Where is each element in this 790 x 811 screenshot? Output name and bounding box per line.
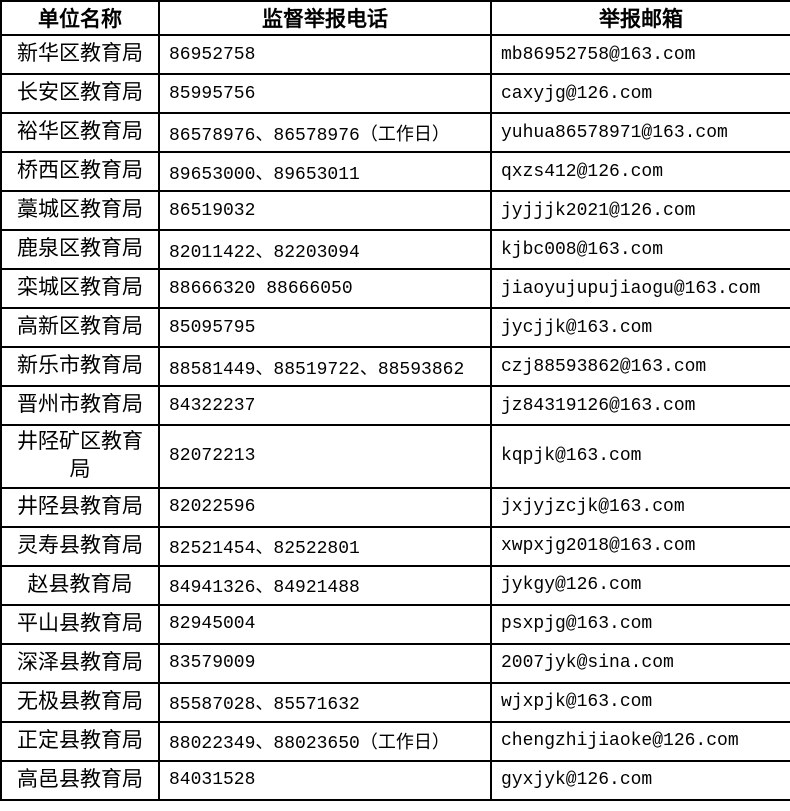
unit-name-cell: 灵寿县教育局 (0, 525, 160, 567)
table-row: 高邑县教育局 84031528 gyxjyk@126.com (0, 759, 790, 801)
phone-cell: 83579009 (158, 642, 492, 684)
table-row: 井陉县教育局 82022596 jxjyjzcjk@163.com (0, 486, 790, 528)
email-cell: psxpjg@163.com (490, 603, 790, 645)
phone-cell: 85995756 (158, 73, 492, 114)
column-header-unit: 单位名称 (0, 0, 160, 36)
email-cell: jycjjk@163.com (490, 307, 790, 348)
email-cell: caxyjg@126.com (490, 73, 790, 114)
phone-cell: 85587028、85571632 (158, 681, 492, 723)
table-row: 裕华区教育局 86578976、86578976（工作日） yuhua8657897… (0, 112, 790, 153)
phone-cell: 82072213 (158, 424, 492, 489)
column-header-email: 举报邮箱 (490, 0, 790, 36)
phone-cell: 88581449、88519722、88593862 (158, 346, 492, 387)
phone-cell: 82521454、82522801 (158, 525, 492, 567)
table-row: 藁城区教育局 86519032 jyjjjk2021@126.com (0, 190, 790, 231)
table-row: 新乐市教育局 88581449、88519722、88593862 czj88593… (0, 346, 790, 387)
email-cell: czj88593862@163.com (490, 346, 790, 387)
table-row: 鹿泉区教育局 82011422、82203094 kjbc008@163.com (0, 229, 790, 270)
column-header-phone: 监督举报电话 (158, 0, 492, 36)
phone-cell: 86578976、86578976（工作日） (158, 112, 492, 153)
phone-cell: 89653000、89653011 (158, 151, 492, 192)
unit-name-cell: 鹿泉区教育局 (0, 229, 160, 270)
phone-cell: 84941326、84921488 (158, 564, 492, 606)
table-row: 平山县教育局 82945004 psxpjg@163.com (0, 603, 790, 645)
table-row: 新华区教育局 86952758 mb86952758@163.com (0, 34, 790, 75)
phone-cell: 84031528 (158, 759, 492, 801)
table-row: 深泽县教育局 83579009 2007jyk@sina.com (0, 642, 790, 684)
unit-name-cell: 井陉矿区教育局 (0, 424, 160, 489)
table-row: 井陉矿区教育局 82072213 kqpjk@163.com (0, 424, 790, 489)
unit-name-cell: 正定县教育局 (0, 720, 160, 762)
unit-name-cell: 高新区教育局 (0, 307, 160, 348)
table-row: 桥西区教育局 89653000、89653011 qxzs412@126.com (0, 151, 790, 192)
table-row: 赵县教育局 84941326、84921488 jykgy@126.com (0, 564, 790, 606)
table-row: 灵寿县教育局 82521454、82522801 xwpxjg2018@163.co… (0, 525, 790, 567)
unit-name-cell: 新乐市教育局 (0, 346, 160, 387)
phone-cell: 85095795 (158, 307, 492, 348)
email-cell: qxzs412@126.com (490, 151, 790, 192)
table-row: 正定县教育局 88022349、88023650（工作日） chengzhijiao… (0, 720, 790, 762)
phone-cell: 84322237 (158, 385, 492, 426)
unit-name-cell: 深泽县教育局 (0, 642, 160, 684)
email-cell: jz84319126@163.com (490, 385, 790, 426)
table-row: 晋州市教育局 84322237 jz84319126@163.com (0, 385, 790, 426)
unit-name-cell: 桥西区教育局 (0, 151, 160, 192)
email-cell: kjbc008@163.com (490, 229, 790, 270)
phone-cell: 86952758 (158, 34, 492, 75)
email-cell: xwpxjg2018@163.com (490, 525, 790, 567)
email-cell: gyxjyk@126.com (490, 759, 790, 801)
email-cell: 2007jyk@sina.com (490, 642, 790, 684)
email-cell: chengzhijiaoke@126.com (490, 720, 790, 762)
email-cell: jyjjjk2021@126.com (490, 190, 790, 231)
unit-name-cell: 高邑县教育局 (0, 759, 160, 801)
email-cell: mb86952758@163.com (490, 34, 790, 75)
table-row: 栾城区教育局 88666320 88666050 jiaoyujupujiaogu@… (0, 268, 790, 309)
unit-name-cell: 无极县教育局 (0, 681, 160, 723)
table-row: 高新区教育局 85095795 jycjjk@163.com (0, 307, 790, 348)
unit-name-cell: 新华区教育局 (0, 34, 160, 75)
unit-name-cell: 晋州市教育局 (0, 385, 160, 426)
unit-name-cell: 裕华区教育局 (0, 112, 160, 153)
unit-name-cell: 赵县教育局 (0, 564, 160, 606)
unit-name-cell: 栾城区教育局 (0, 268, 160, 309)
phone-cell: 82022596 (158, 486, 492, 528)
phone-cell: 82945004 (158, 603, 492, 645)
email-cell: wjxpjk@163.com (490, 681, 790, 723)
email-cell: jykgy@126.com (490, 564, 790, 606)
table-row: 长安区教育局 85995756 caxyjg@126.com (0, 73, 790, 114)
table-header-row: 单位名称 监督举报电话 举报邮箱 (0, 0, 790, 36)
unit-name-cell: 长安区教育局 (0, 73, 160, 114)
unit-name-cell: 平山县教育局 (0, 603, 160, 645)
email-cell: kqpjk@163.com (490, 424, 790, 489)
phone-cell: 88022349、88023650（工作日） (158, 720, 492, 762)
unit-name-cell: 井陉县教育局 (0, 486, 160, 528)
email-cell: yuhua86578971@163.com (490, 112, 790, 153)
unit-name-cell: 藁城区教育局 (0, 190, 160, 231)
table-row: 无极县教育局 85587028、85571632 wjxpjk@163.com (0, 681, 790, 723)
phone-cell: 88666320 88666050 (158, 268, 492, 309)
phone-cell: 86519032 (158, 190, 492, 231)
email-cell: jiaoyujupujiaogu@163.com (490, 268, 790, 309)
phone-cell: 82011422、82203094 (158, 229, 492, 270)
email-cell: jxjyjzcjk@163.com (490, 486, 790, 528)
